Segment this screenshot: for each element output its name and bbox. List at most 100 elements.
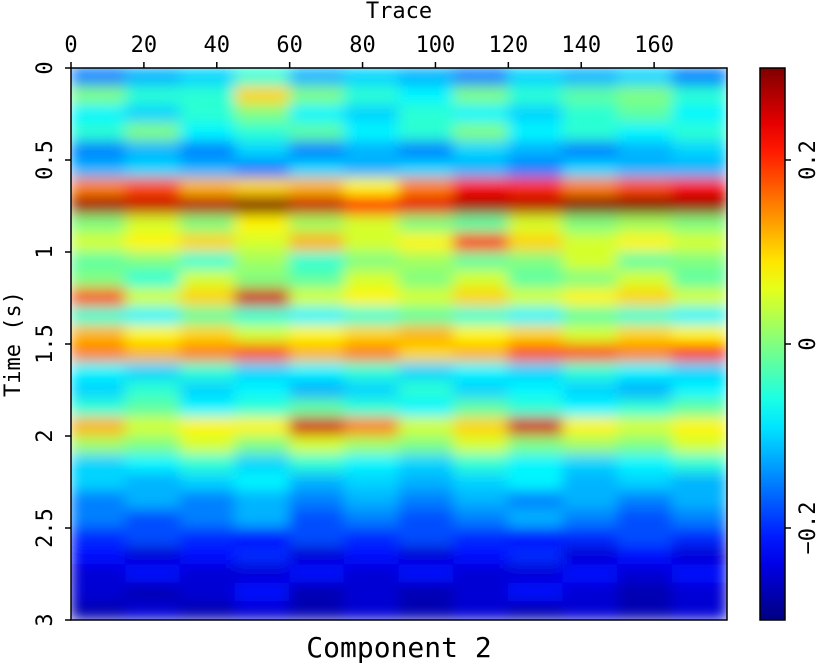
- heatmap-cell: [617, 104, 673, 124]
- heatmap-cell: [179, 325, 236, 345]
- heatmap-cell: [234, 564, 291, 584]
- heatmap-cell: [507, 472, 564, 492]
- heatmap-cell: [507, 601, 564, 620]
- heatmap-cell: [125, 269, 181, 290]
- heatmap-cell: [289, 453, 345, 474]
- heatmap-cell: [179, 214, 236, 235]
- heatmap-cell: [234, 306, 291, 327]
- heatmap-cell: [71, 601, 127, 620]
- heatmap-cell: [71, 564, 127, 584]
- heatmap-cell: [343, 472, 400, 492]
- heatmap-cell: [289, 564, 345, 584]
- heatmap-cell: [125, 214, 181, 235]
- heatmap-cell: [125, 509, 181, 529]
- heatmap-cell: [671, 472, 727, 492]
- heatmap-cell: [398, 453, 455, 474]
- heatmap-cell: [507, 196, 564, 216]
- heatmap-cell: [617, 380, 673, 400]
- heatmap-cell: [507, 85, 564, 106]
- heatmap-cell: [507, 214, 564, 235]
- heatmap-cell: [507, 380, 564, 400]
- heatmap-cell: [453, 196, 509, 216]
- heatmap-cell: [453, 601, 509, 620]
- heatmap-cell: [398, 177, 455, 198]
- heatmap-cell: [617, 196, 673, 216]
- heatmap-cell: [234, 196, 291, 216]
- heatmap-cell: [562, 564, 619, 584]
- heatmap-cell: [453, 306, 509, 327]
- heatmap-cell: [71, 453, 127, 474]
- heatmap-cell: [398, 122, 455, 143]
- heatmap-cell: [179, 251, 236, 271]
- heatmap-cell: [453, 85, 509, 106]
- heatmap-cell: [562, 545, 619, 566]
- heatmap-cell: [562, 177, 619, 198]
- heatmap-cell: [234, 453, 291, 474]
- heatmap-cell: [617, 361, 673, 382]
- heatmap-cell: [71, 104, 127, 124]
- heatmap-cell: [507, 398, 564, 419]
- heatmap-cell: [343, 601, 400, 620]
- heatmap-cell: [179, 85, 236, 106]
- heatmap-cell: [234, 601, 291, 620]
- heatmap-cell: [179, 343, 236, 363]
- heatmap-cell: [71, 214, 127, 235]
- heatmap-cell: [398, 251, 455, 271]
- heatmap-cell: [343, 306, 400, 327]
- heatmap-cell: [125, 251, 181, 271]
- heatmap-cell: [289, 159, 345, 179]
- heatmap-cell: [617, 141, 673, 161]
- heatmap-cell: [125, 453, 181, 474]
- heatmap-cell: [125, 68, 181, 87]
- heatmap-cell: [398, 343, 455, 363]
- heatmap-cell: [289, 85, 345, 106]
- heatmap-cell: [507, 527, 564, 547]
- heatmap-cell: [234, 68, 291, 87]
- heatmap-cell: [398, 306, 455, 327]
- heatmap-cell: [562, 435, 619, 455]
- heatmap-cell: [671, 325, 727, 345]
- heatmap-cell: [507, 545, 564, 566]
- heatmap-cell: [562, 214, 619, 235]
- heatmap-cell: [507, 251, 564, 271]
- heatmap-cell: [617, 251, 673, 271]
- heatmap-cell: [125, 122, 181, 143]
- heatmap-cell: [125, 141, 181, 161]
- heatmap-cell: [343, 582, 400, 603]
- heatmap-cell: [234, 104, 291, 124]
- heatmap-cell: [125, 490, 181, 511]
- heatmap-cell: [343, 214, 400, 235]
- heatmap-cell: [671, 196, 727, 216]
- heatmap-cell: [453, 325, 509, 345]
- heatmap-cell: [507, 159, 564, 179]
- heatmap-cell: [562, 141, 619, 161]
- x-tick-label: 100: [416, 33, 456, 58]
- heatmap-cell: [125, 325, 181, 345]
- heatmap-cell: [179, 490, 236, 511]
- heatmap-cell: [507, 453, 564, 474]
- heatmap-cell: [617, 527, 673, 547]
- heatmap-cell: [289, 601, 345, 620]
- heatmap-cell: [179, 196, 236, 216]
- heatmap-cell: [671, 269, 727, 290]
- heatmap-cell: [398, 545, 455, 566]
- heatmap-cell: [398, 288, 455, 308]
- heatmap-cell: [234, 159, 291, 179]
- heatmap-cell: [71, 159, 127, 179]
- heatmap-cell: [343, 104, 400, 124]
- heatmap-cell: [453, 214, 509, 235]
- y-tick-label: 3: [33, 613, 58, 626]
- heatmap-cell: [671, 306, 727, 327]
- heatmap-cell: [398, 214, 455, 235]
- heatmap-cell: [234, 288, 291, 308]
- heatmap-cell: [71, 582, 127, 603]
- heatmap-cell: [289, 233, 345, 253]
- heatmap-cell: [234, 490, 291, 511]
- heatmap-cell: [453, 269, 509, 290]
- y-tick-label: 2.5: [33, 508, 58, 548]
- heatmap-cell: [71, 417, 127, 437]
- heatmap-cell: [71, 306, 127, 327]
- heatmap-cell: [234, 380, 291, 400]
- heatmap-cell: [289, 104, 345, 124]
- x-tick-label: 160: [634, 33, 674, 58]
